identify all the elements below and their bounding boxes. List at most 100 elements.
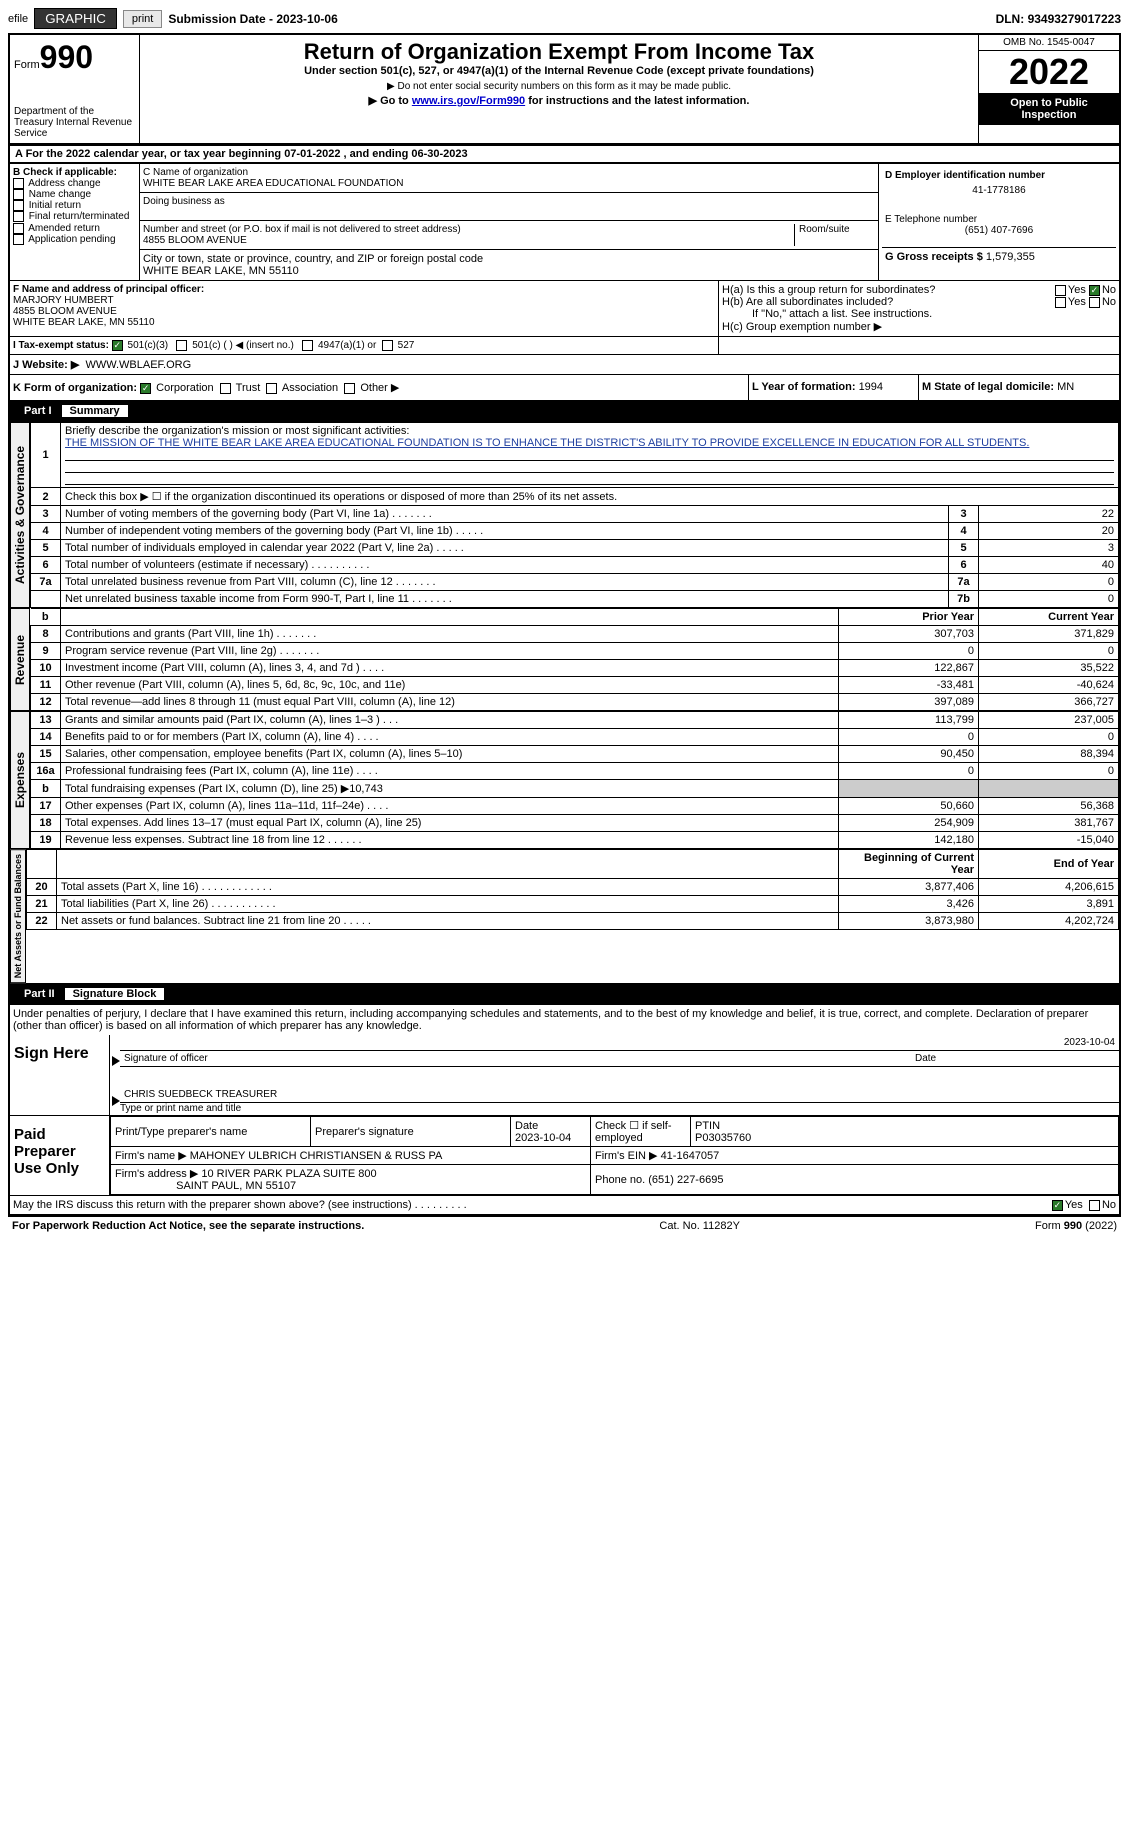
- expenses-label: Expenses: [10, 711, 30, 849]
- footer: For Paperwork Reduction Act Notice, see …: [8, 1216, 1121, 1235]
- net-assets-label: Net Assets or Fund Balances: [10, 849, 26, 983]
- line22-prior: 3,873,980: [839, 913, 979, 930]
- trust-checkbox[interactable]: [220, 383, 231, 394]
- open-inspection: Open to Public Inspection: [979, 93, 1119, 125]
- sub-yes-checkbox[interactable]: [1055, 297, 1066, 308]
- line10-prior: 122,867: [839, 660, 979, 677]
- final-return-checkbox[interactable]: [13, 211, 24, 222]
- line16b-current: [979, 780, 1119, 798]
- line8-prior: 307,703: [839, 626, 979, 643]
- line14-current: 0: [979, 729, 1119, 746]
- line16a-prior: 0: [839, 763, 979, 780]
- ein: 41-1778186: [885, 181, 1113, 200]
- line3-value: 22: [979, 506, 1119, 523]
- line12-prior: 397,089: [839, 694, 979, 711]
- dept-label: Department of the Treasury Internal Reve…: [14, 106, 135, 139]
- line17-prior: 50,660: [839, 798, 979, 815]
- box-i: I Tax-exempt status: 501(c)(3) 501(c) ( …: [10, 337, 719, 354]
- website: WWW.WBLAEF.ORG: [85, 359, 191, 371]
- line19-current: -15,040: [979, 832, 1119, 849]
- line15-current: 88,394: [979, 746, 1119, 763]
- line16a-current: 0: [979, 763, 1119, 780]
- line13-current: 237,005: [979, 712, 1119, 729]
- dln: DLN: 93493279017223: [996, 12, 1121, 26]
- box-c: C Name of organization WHITE BEAR LAKE A…: [140, 164, 879, 280]
- 527-checkbox[interactable]: [382, 340, 393, 351]
- line9-prior: 0: [839, 643, 979, 660]
- tax-year: 2022: [979, 51, 1119, 93]
- sign-here-label: Sign Here: [10, 1035, 110, 1115]
- 501c-checkbox[interactable]: [176, 340, 187, 351]
- line5-value: 3: [979, 540, 1119, 557]
- box-f: F Name and address of principal officer:…: [10, 281, 719, 336]
- paid-preparer-label: Paid Preparer Use Only: [10, 1116, 110, 1195]
- initial-return-checkbox[interactable]: [13, 200, 24, 211]
- line15-prior: 90,450: [839, 746, 979, 763]
- name-change-checkbox[interactable]: [13, 189, 24, 200]
- line19-prior: 142,180: [839, 832, 979, 849]
- line9-current: 0: [979, 643, 1119, 660]
- instructions-note: ▶ Go to www.irs.gov/Form990 for instruct…: [144, 94, 974, 107]
- 501c3-checkbox[interactable]: [112, 340, 123, 351]
- org-city: WHITE BEAR LAKE, MN 55110: [143, 265, 875, 277]
- efile-label: efile: [8, 13, 28, 25]
- discuss-no-checkbox[interactable]: [1089, 1200, 1100, 1211]
- graphic-button[interactable]: GRAPHIC: [34, 8, 117, 29]
- arrow-icon: [112, 1056, 120, 1066]
- line18-prior: 254,909: [839, 815, 979, 832]
- box-d: D Employer identification number 41-1778…: [879, 164, 1119, 280]
- box-k: K Form of organization: Corporation Trus…: [10, 375, 749, 400]
- firm-name: MAHONEY ULBRICH CHRISTIANSEN & RUSS PA: [190, 1150, 443, 1162]
- top-bar: efile GRAPHIC print Submission Date - 20…: [8, 8, 1121, 29]
- form-number: Form990: [14, 39, 135, 76]
- line21-prior: 3,426: [839, 896, 979, 913]
- form-subtitle: Under section 501(c), 527, or 4947(a)(1)…: [144, 65, 974, 77]
- sub-no-checkbox[interactable]: [1089, 297, 1100, 308]
- arrow-icon: [112, 1096, 120, 1106]
- irs-link[interactable]: www.irs.gov/Form990: [412, 95, 525, 107]
- assoc-checkbox[interactable]: [266, 383, 277, 394]
- gross-receipts: 1,579,355: [986, 251, 1035, 263]
- phone: (651) 407-7696: [885, 225, 1113, 236]
- line11-prior: -33,481: [839, 677, 979, 694]
- print-button[interactable]: print: [123, 10, 162, 28]
- tax-year-row: A For the 2022 calendar year, or tax yea…: [8, 145, 1121, 164]
- prep-date: 2023-10-04: [515, 1132, 571, 1144]
- line18-current: 381,767: [979, 815, 1119, 832]
- omb-number: OMB No. 1545-0047: [979, 35, 1119, 51]
- discuss-yes-checkbox[interactable]: [1052, 1200, 1063, 1211]
- group-yes-checkbox[interactable]: [1055, 285, 1066, 296]
- box-m: M State of legal domicile: MN: [919, 375, 1119, 400]
- ptin: P03035760: [695, 1132, 751, 1144]
- line16b-prior: [839, 780, 979, 798]
- privacy-note: ▶ Do not enter social security numbers o…: [144, 81, 974, 92]
- application-pending-checkbox[interactable]: [13, 234, 24, 245]
- box-b: B Check if applicable: Address change Na…: [10, 164, 140, 280]
- line7b-value: 0: [979, 591, 1119, 608]
- firm-addr1: 10 RIVER PARK PLAZA SUITE 800: [201, 1168, 376, 1180]
- line10-current: 35,522: [979, 660, 1119, 677]
- amended-return-checkbox[interactable]: [13, 223, 24, 234]
- line6-value: 40: [979, 557, 1119, 574]
- revenue-label: Revenue: [10, 608, 30, 711]
- address-change-checkbox[interactable]: [13, 178, 24, 189]
- line22-current: 4,202,724: [979, 913, 1119, 930]
- firm-phone: (651) 227-6695: [648, 1174, 723, 1186]
- other-checkbox[interactable]: [344, 383, 355, 394]
- officer-name-title: CHRIS SUEDBECK TREASURER: [120, 1087, 1119, 1103]
- line7a-value: 0: [979, 574, 1119, 591]
- line14-prior: 0: [839, 729, 979, 746]
- group-no-checkbox[interactable]: [1089, 285, 1100, 296]
- corp-checkbox[interactable]: [140, 383, 151, 394]
- line13-prior: 113,799: [839, 712, 979, 729]
- line20-prior: 3,877,406: [839, 879, 979, 896]
- 4947-checkbox[interactable]: [302, 340, 313, 351]
- activities-governance-label: Activities & Governance: [10, 422, 30, 608]
- line20-current: 4,206,615: [979, 879, 1119, 896]
- line4-value: 20: [979, 523, 1119, 540]
- part1-header: Part I Summary: [8, 402, 1121, 422]
- line21-current: 3,891: [979, 896, 1119, 913]
- sig-date: 2023-10-04: [1064, 1037, 1115, 1048]
- submission-date: Submission Date - 2023-10-06: [168, 12, 337, 26]
- line12-current: 366,727: [979, 694, 1119, 711]
